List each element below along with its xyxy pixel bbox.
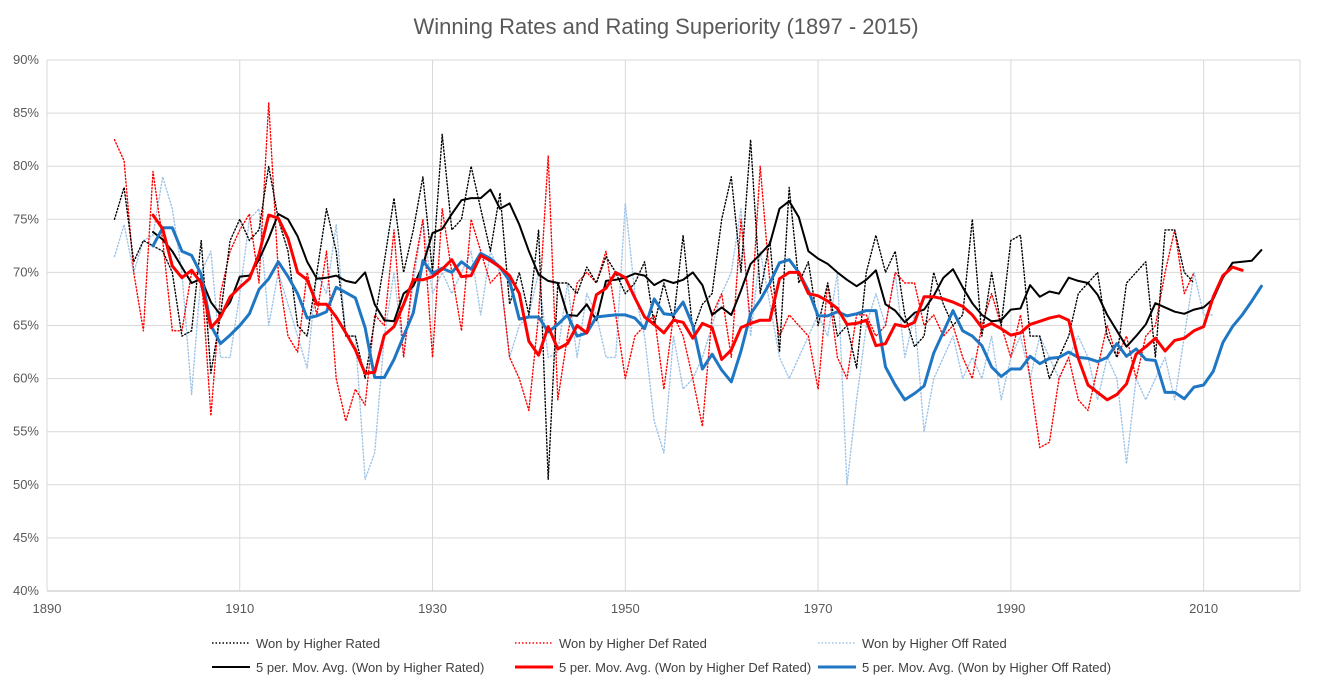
y-tick-label: 50%: [13, 477, 39, 492]
series-lines: [113, 101, 1263, 486]
legend-item: Won by Higher Def Rated: [515, 632, 707, 654]
legend-swatch-higher-rated: [212, 642, 250, 644]
legend-item: Won by Higher Rated: [212, 632, 380, 654]
tick-labels: 40% 45% 50% 55% 60% 65% 70% 75% 80% 85% 90% 1890 191…: [13, 52, 1218, 616]
x-tick-label: 1910: [225, 601, 254, 616]
y-tick-label: 60%: [13, 371, 39, 386]
y-tick-label: 80%: [13, 158, 39, 173]
legend-label: 5 per. Mov. Avg. (Won by Higher Rated): [256, 659, 485, 675]
y-tick-label: 85%: [13, 105, 39, 120]
axes: [46, 60, 1301, 592]
legend-label: 5 per. Mov. Avg. (Won by Higher Off Rate…: [862, 659, 1112, 675]
x-tick-label: 1990: [996, 601, 1025, 616]
y-tick-label: 70%: [13, 264, 39, 279]
line-chart: 40% 45% 50% 55% 60% 65% 70% 75% 80% 85% 90% 1890 191…: [13, 52, 1301, 616]
legend: Won by Higher Rated Won by Higher Def Ra…: [0, 630, 1332, 682]
chart-title: Winning Rates and Rating Superiority (18…: [413, 14, 919, 39]
x-tick-label: 1890: [33, 601, 62, 616]
legend-item: 5 per. Mov. Avg. (Won by Higher Def Rate…: [515, 656, 811, 678]
y-tick-label: 55%: [13, 424, 39, 439]
series-line-5-per-mov-avg-won-by-higher-rated: [152, 188, 1263, 348]
legend-label: Won by Higher Rated: [256, 635, 381, 651]
legend-label: Won by Higher Def Rated: [559, 635, 707, 651]
legend-label: 5 per. Mov. Avg. (Won by Higher Def Rate…: [559, 659, 812, 675]
series-line-won-by-higher-def-rated: [113, 101, 1195, 449]
legend-swatch-ma-def-rated: [515, 665, 553, 669]
legend-swatch-ma-higher-rated: [212, 666, 250, 668]
y-tick-label: 40%: [13, 583, 39, 598]
series-line-won-by-higher-off-rated: [113, 176, 1215, 486]
x-tick-label: 1970: [804, 601, 833, 616]
y-tick-label: 45%: [13, 530, 39, 545]
legend-label: Won by Higher Off Rated: [862, 635, 1007, 651]
legend-item: Won by Higher Off Rated: [818, 632, 1007, 654]
y-tick-label: 65%: [13, 318, 39, 333]
y-tick-label: 75%: [13, 211, 39, 226]
legend-swatch-off-rated: [818, 642, 856, 644]
legend-swatch-def-rated: [515, 642, 553, 644]
legend-swatch-ma-off-rated: [818, 665, 856, 669]
legend-item: 5 per. Mov. Avg. (Won by Higher Off Rate…: [818, 656, 1111, 678]
series-line-5-per-mov-avg-won-by-higher-def-rated: [151, 213, 1244, 402]
legend-item: 5 per. Mov. Avg. (Won by Higher Rated): [212, 656, 484, 678]
series-line-won-by-higher-rated: [113, 133, 1195, 481]
x-tick-label: 1930: [418, 601, 447, 616]
y-tick-label: 90%: [13, 52, 39, 67]
x-tick-label: 2010: [1189, 601, 1218, 616]
x-tick-label: 1950: [611, 601, 640, 616]
